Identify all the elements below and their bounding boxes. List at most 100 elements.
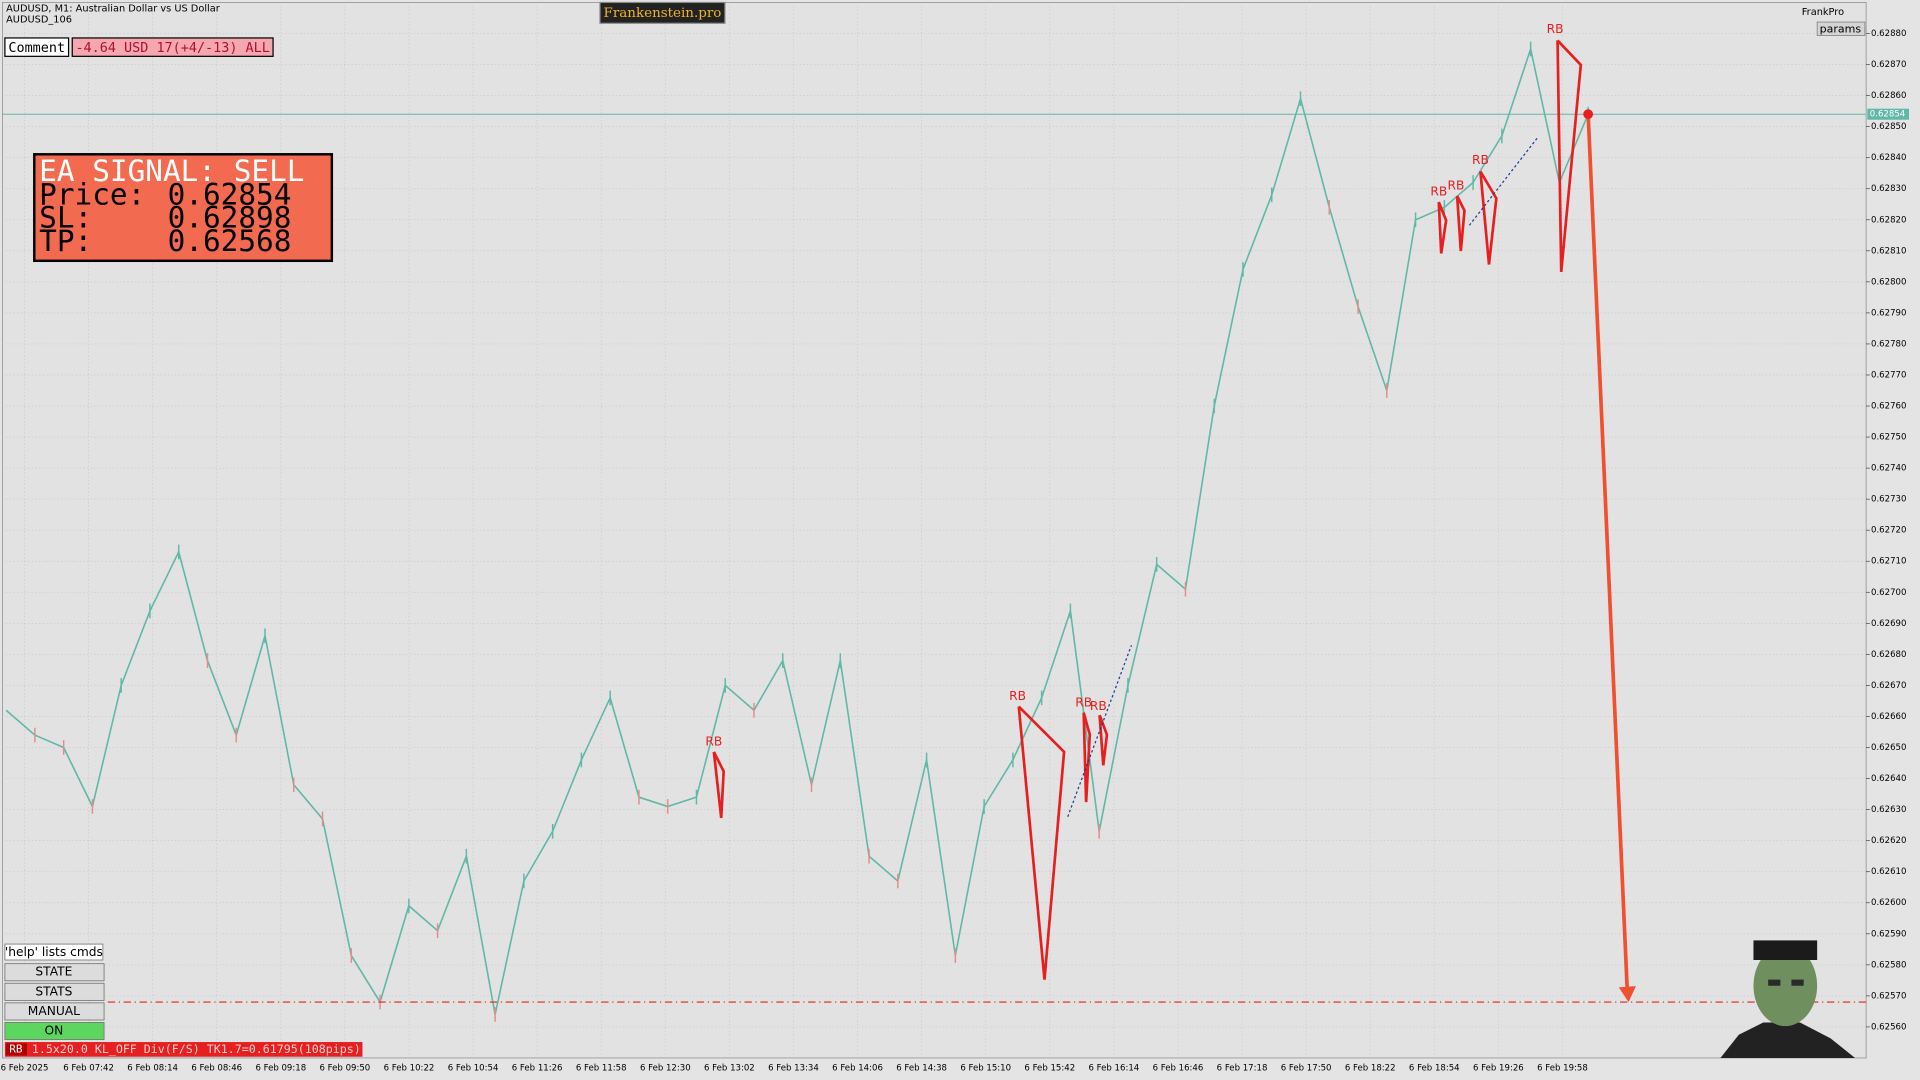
pattern — [1098, 714, 1109, 766]
y-tick-label: 0.62790 — [1871, 308, 1906, 318]
pattern — [1437, 201, 1448, 254]
signal-title: EA SIGNAL: SELL — [39, 154, 304, 188]
rb-label: RB — [1075, 695, 1092, 709]
pattern — [712, 751, 726, 819]
y-tick-label: 0.62610 — [1871, 867, 1906, 877]
y-tick-label: 0.62750 — [1871, 433, 1906, 443]
tp-label: TP: — [39, 224, 92, 258]
signal-arrowhead — [1618, 986, 1636, 1003]
help-box — [4, 943, 104, 961]
y-tick-label: 0.62620 — [1871, 836, 1906, 846]
x-tick-label: 6 Feb 08:46 — [191, 1063, 242, 1073]
y-tick-label: 0.62580 — [1871, 960, 1906, 970]
comment-text: -4.64 USD 17(+4/-13) ALL — [75, 41, 269, 56]
x-tick-label: 6 Feb 16:14 — [1089, 1063, 1140, 1073]
x-tick-label: 6 Feb 17:18 — [1217, 1063, 1268, 1073]
y-tick-label: 0.62730 — [1871, 495, 1906, 505]
pattern — [1017, 705, 1066, 980]
x-tick-label: 6 Feb 19:26 — [1473, 1063, 1524, 1073]
brand: Frankenstein.pro — [604, 6, 722, 21]
y-tick-label: 0.62840 — [1871, 153, 1906, 163]
x-tick-label: 6 Feb 07:42 — [63, 1063, 114, 1073]
params-label[interactable]: params — [1820, 22, 1862, 35]
price-label: Price: — [39, 177, 145, 211]
y-tick-label: 0.62670 — [1871, 681, 1906, 691]
y-tick-label: 0.62600 — [1871, 898, 1906, 908]
x-tick-label: 6 Feb 11:26 — [512, 1063, 563, 1073]
account: AUDUSD_106 — [6, 15, 72, 26]
rb-label: RB — [1090, 699, 1107, 713]
status-bar — [4, 1042, 363, 1057]
trend-link — [1067, 645, 1133, 817]
button-panel: 'help' lists cmds STATE STATS MANUAL ON — [4, 943, 105, 1041]
y-tick-label: 0.62720 — [1871, 526, 1906, 536]
patterns — [712, 39, 1583, 980]
y-tick-label: 0.62640 — [1871, 774, 1906, 784]
x-tick-label: 6 Feb 19:58 — [1537, 1063, 1588, 1073]
sl-label: SL: — [39, 201, 92, 235]
status-tag-box — [6, 1043, 27, 1056]
price-value: 0.62854 — [168, 177, 292, 211]
price-line — [5, 45, 1589, 1015]
rb-label: RB — [1547, 22, 1564, 36]
x-tick-label: 6 Feb 15:42 — [1024, 1063, 1075, 1073]
y-tick-label: 0.62690 — [1871, 619, 1906, 629]
manual-button[interactable] — [4, 1002, 105, 1021]
rb-label: RB — [1009, 689, 1026, 703]
on-label[interactable]: ON — [44, 1024, 63, 1038]
stats-label[interactable]: STATS — [35, 984, 72, 998]
y-tick-label: 0.62820 — [1871, 215, 1906, 225]
y-tick-label: 0.62650 — [1871, 743, 1906, 753]
pattern — [1556, 39, 1583, 272]
marks — [2, 41, 1909, 1022]
sl-value: 0.62898 — [168, 201, 292, 235]
y-tick-label: 0.62570 — [1871, 991, 1906, 1001]
x-tick-label: 6 Feb 13:34 — [768, 1063, 819, 1073]
params-button[interactable] — [1816, 21, 1866, 36]
bid-tag-label: 0.62854 — [1870, 110, 1905, 120]
x-tick-label: 6 Feb 14:06 — [832, 1063, 883, 1073]
entry-marker — [1583, 109, 1594, 120]
y-tick-label: 0.62660 — [1871, 712, 1906, 722]
x-tick-label: 6 Feb 18:22 — [1345, 1063, 1396, 1073]
tp-value: 0.62568 — [168, 224, 292, 258]
y-tick-label: 0.62680 — [1871, 650, 1906, 660]
on-button[interactable] — [4, 1022, 105, 1041]
y-tick-label: 0.62770 — [1871, 370, 1906, 380]
x-tick-label: 6 Feb 2025 — [1, 1063, 49, 1073]
x-tick-label: 6 Feb 08:14 — [127, 1063, 178, 1073]
mascot — [1720, 940, 1856, 1058]
comment-box — [71, 37, 274, 57]
y-tick-label: 0.62830 — [1871, 184, 1906, 194]
y-tick-label: 0.62590 — [1871, 929, 1906, 939]
y-tick-label: 0.62760 — [1871, 402, 1906, 412]
brand-box — [599, 1, 726, 24]
stats-button[interactable] — [4, 982, 105, 1001]
y-tick-label: 0.62870 — [1871, 60, 1906, 70]
pattern — [1082, 712, 1092, 803]
y-tick-label: 0.62880 — [1871, 29, 1906, 39]
x-tick-label: 6 Feb 11:58 — [576, 1063, 627, 1073]
manual-label[interactable]: MANUAL — [28, 1004, 80, 1018]
rb-label: RB — [705, 735, 722, 749]
x-tick-label: 6 Feb 10:54 — [448, 1063, 499, 1073]
signal-box — [33, 153, 334, 263]
x-tick-label: 6 Feb 14:38 — [896, 1063, 947, 1073]
status-text: 1.5x20.0 KL_OFF Div(F/S) TK1.7=0.61795(1… — [32, 1042, 361, 1056]
state-button[interactable] — [4, 963, 105, 982]
y-tick-label: 0.62710 — [1871, 557, 1906, 567]
y-tick-label: 0.62780 — [1871, 339, 1906, 349]
x-tick-label: 6 Feb 13:02 — [704, 1063, 755, 1073]
pattern — [1455, 195, 1466, 252]
y-tick-label: 0.62800 — [1871, 277, 1906, 287]
x-tick-label: 6 Feb 12:30 — [640, 1063, 691, 1073]
state-label[interactable]: STATE — [35, 965, 72, 979]
x-tick-label: 6 Feb 09:18 — [255, 1063, 306, 1073]
y-tick-label: 0.62630 — [1871, 805, 1906, 815]
trend-links — [1067, 136, 1539, 817]
rb-label: RB — [1447, 179, 1464, 193]
pattern — [1479, 170, 1498, 265]
y-tick-label: 0.62560 — [1871, 1022, 1906, 1032]
